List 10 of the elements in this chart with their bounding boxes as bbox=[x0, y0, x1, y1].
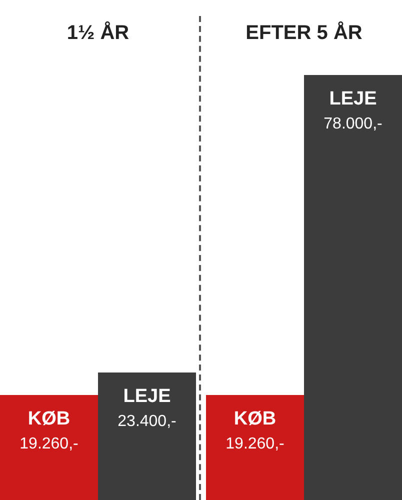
x-tick-label: LEJE bbox=[329, 88, 377, 110]
x-tick-label: KØB bbox=[28, 408, 70, 430]
data-label: 23.400,- bbox=[118, 413, 176, 430]
chart-title: 1½ ÅR bbox=[66, 21, 130, 44]
data-label: 19.260,- bbox=[226, 436, 284, 453]
data-label: 19.260,- bbox=[20, 436, 78, 453]
chart-title: EFTER 5 ÅR bbox=[246, 21, 363, 44]
data-label: 78.000,- bbox=[324, 116, 382, 132]
x-tick-label: KØB bbox=[234, 408, 276, 430]
x-tick-label: LEJE bbox=[123, 386, 171, 407]
